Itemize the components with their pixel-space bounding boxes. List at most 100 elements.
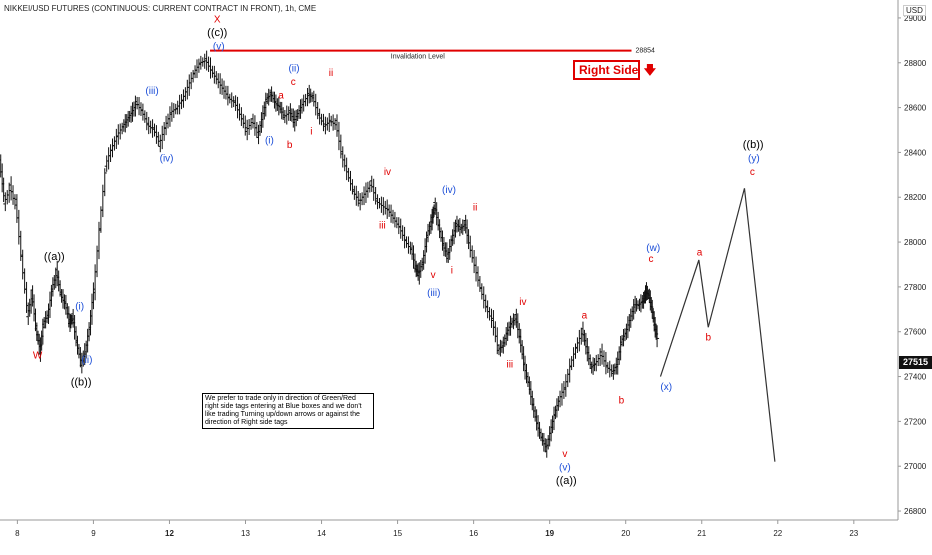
candle [338,134,343,159]
candle [481,286,486,309]
candle [356,190,361,207]
y-tick-label: 27400 [904,373,927,382]
wave-label: (w) [646,243,660,254]
candle [110,138,115,158]
candle [247,119,252,135]
y-tick-label: 28600 [904,104,927,113]
projection-series [659,188,776,462]
candle [603,351,608,375]
wave-label: (iii) [427,288,440,299]
candle [12,194,17,210]
candle [181,89,186,108]
down-arrow-icon: 🡇 [643,63,657,77]
wave-label: v [562,449,567,460]
x-axis-bg [0,520,932,550]
y-tick-label: 29000 [904,14,927,23]
wave-label: c [291,77,296,88]
candle [162,122,167,141]
candle [487,307,492,321]
candle [140,103,145,121]
wave-label: iii [379,221,386,232]
candle [377,198,382,209]
wave-label: (y) [748,153,760,164]
candle [11,185,16,205]
candle [22,268,27,294]
right-side-badge: Right Side 🡇 [573,60,656,80]
candle [321,113,326,132]
candle [569,356,574,371]
x-tick-label: 21 [697,529,706,538]
y-axis: 26800 27000 27200 27400 27600 27800 28000 28200… [897,0,932,550]
right-side-label: Right Side [579,63,639,77]
candle [223,85,228,100]
candle [183,87,188,102]
candle [245,119,250,141]
candle [193,65,198,79]
candle [398,218,403,239]
candle [373,186,378,205]
candle [573,343,578,359]
candle [303,93,308,107]
candle [313,93,318,116]
candle [472,249,477,274]
candle [20,249,25,280]
candle [344,157,349,181]
x-tick-label: 9 [91,529,96,538]
candle [327,113,332,133]
candle [148,120,153,134]
candle [371,178,376,201]
x-tick-label: 14 [317,529,326,538]
candle [402,226,407,249]
candle [160,125,165,150]
candle [100,184,105,218]
candle [387,204,392,217]
candle [483,294,488,313]
candle [334,114,339,137]
candle [154,125,159,144]
candle [601,350,606,367]
candle [325,117,330,131]
wave-label: v [431,270,436,281]
wave-label: (ii) [81,355,92,366]
candle [577,329,582,352]
wave-label: c [649,254,654,265]
candle [144,111,149,131]
wave-label: ((a)) [44,251,65,263]
candle [400,225,405,241]
candle [146,116,151,135]
candle [167,106,172,127]
candle [367,181,372,193]
y-tick-label: 28400 [904,148,927,157]
wave-label: b [619,395,625,406]
candle [108,144,113,162]
candle [605,362,610,374]
candle [284,105,289,125]
y-tick-label: 26800 [904,507,927,516]
candle [491,310,496,336]
candle [104,155,109,172]
candle [210,65,215,78]
wave-label: c [750,167,755,178]
candle [474,256,479,282]
x-tick-label: 12 [165,529,174,538]
candle [220,78,225,95]
candle [381,197,386,216]
candle [175,100,180,115]
candle [315,102,320,120]
candle [235,96,240,119]
x-tick-label: 15 [393,529,402,538]
currency-label: USD [903,5,926,16]
candle [607,360,612,378]
projection-line [659,188,776,462]
wave-label: a [278,91,284,102]
candle [565,368,570,388]
candle [169,102,174,122]
candle [404,236,409,248]
candle [252,115,257,136]
candle [406,236,411,254]
candle [600,343,605,365]
candle [206,56,211,72]
candle [218,73,223,95]
